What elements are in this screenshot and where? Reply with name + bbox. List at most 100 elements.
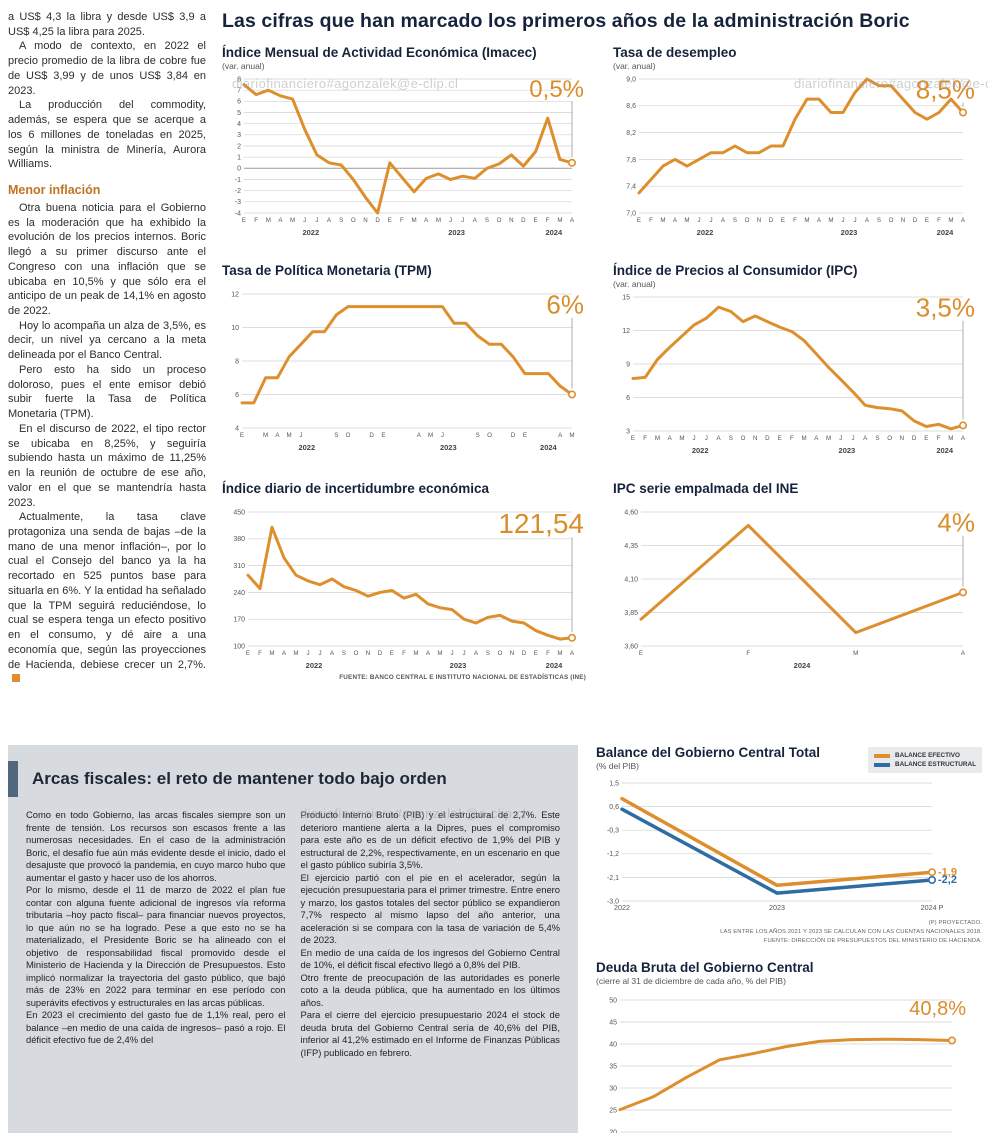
footnote: (P) PROYECTADO. bbox=[928, 920, 982, 927]
svg-text:E: E bbox=[240, 432, 244, 439]
article-paragraph: Actualmente, la tasa clave protagoniza u… bbox=[8, 510, 206, 687]
svg-text:30: 30 bbox=[609, 1086, 617, 1093]
svg-text:9: 9 bbox=[626, 361, 630, 368]
svg-text:F: F bbox=[746, 650, 750, 657]
svg-text:S: S bbox=[877, 217, 881, 224]
chart-legend: BALANCE EFECTIVO BALANCE ESTRUCTURAL bbox=[868, 747, 982, 774]
fiscal-title: Arcas fiscales: el reto de mantener todo… bbox=[32, 769, 447, 789]
svg-text:-1: -1 bbox=[235, 177, 241, 184]
svg-text:S: S bbox=[339, 217, 343, 224]
svg-text:50: 50 bbox=[609, 998, 617, 1005]
svg-text:O: O bbox=[889, 217, 894, 224]
svg-text:2022: 2022 bbox=[692, 446, 709, 455]
svg-text:D: D bbox=[769, 217, 774, 224]
svg-text:F: F bbox=[793, 217, 797, 224]
svg-text:M: M bbox=[290, 217, 295, 224]
svg-text:N: N bbox=[901, 217, 905, 224]
svg-text:4,60: 4,60 bbox=[624, 509, 638, 516]
svg-text:A: A bbox=[282, 650, 287, 657]
svg-text:F: F bbox=[546, 217, 550, 224]
charts-section: Las cifras que han marcado los primeros … bbox=[222, 10, 982, 687]
svg-text:J: J bbox=[461, 217, 464, 224]
fiscal-paragraph: Para el cierre del ejercicio presupuesta… bbox=[300, 1009, 561, 1058]
svg-text:M: M bbox=[948, 435, 953, 442]
chart-desempleo: Tasa de desempleo (var. anual) 9,0 8,6 8,2… bbox=[613, 45, 982, 237]
svg-text:10: 10 bbox=[231, 325, 239, 332]
chart-callout: 3,5% bbox=[916, 293, 975, 323]
chart-svg: 4,60 4,35 4,10 3,85 3,60E F M A 2024 4% bbox=[624, 508, 975, 671]
svg-text:J: J bbox=[462, 650, 465, 657]
svg-text:15: 15 bbox=[622, 294, 630, 301]
svg-text:4: 4 bbox=[237, 121, 241, 128]
svg-text:A: A bbox=[330, 650, 335, 657]
svg-text:380: 380 bbox=[233, 536, 245, 543]
svg-text:7: 7 bbox=[237, 88, 241, 95]
chart-title: Índice de Precios al Consumidor (IPC) bbox=[613, 263, 858, 278]
fiscal-column-2: Producto Interno Bruto (PIB) y el estruc… bbox=[301, 809, 561, 1059]
svg-text:J: J bbox=[709, 217, 712, 224]
svg-text:2022: 2022 bbox=[298, 443, 315, 452]
svg-text:N: N bbox=[363, 217, 367, 224]
svg-text:E: E bbox=[388, 217, 392, 224]
svg-text:A: A bbox=[673, 217, 678, 224]
svg-text:-2,2: -2,2 bbox=[938, 874, 957, 886]
fiscal-paragraph: En 2023 el crecimiento del gasto fue de … bbox=[26, 1009, 286, 1046]
chart-title: IPC serie empalmada del INE bbox=[613, 481, 799, 496]
svg-text:2024: 2024 bbox=[794, 661, 812, 670]
svg-text:F: F bbox=[402, 650, 406, 657]
svg-text:A: A bbox=[474, 650, 479, 657]
svg-text:F: F bbox=[400, 217, 404, 224]
svg-text:E: E bbox=[631, 435, 635, 442]
fiscal-charts: Balance del Gobierno Central Total (% de… bbox=[596, 745, 982, 1133]
balance-footnotes: (P) PROYECTADO. LAS ENTRE LOS AÑOS 2021 … bbox=[596, 919, 982, 946]
fiscal-paragraph: En medio de una caída de los ingresos de… bbox=[300, 946, 561, 971]
svg-text:A: A bbox=[668, 435, 673, 442]
svg-text:D: D bbox=[378, 650, 383, 657]
footnote: FUENTE: DIRECCIÓN DE PRESUPUESTOS DEL MI… bbox=[763, 938, 982, 945]
bottom-section: Arcas fiscales: el reto de mantener todo… bbox=[0, 745, 988, 1133]
top-section: a US$ 4,3 la libra y desde US$ 3,9 a US$… bbox=[8, 10, 982, 687]
chart-title: Tasa de desempleo bbox=[613, 45, 737, 60]
svg-text:M: M bbox=[413, 650, 418, 657]
tpm-line-chart: 12 10 8 6 4 E M A M J S O D E A M J S O D E A M 2022 2023 2024 6% bbox=[222, 288, 591, 453]
chart-title: Deuda Bruta del Gobierno Central bbox=[596, 960, 814, 976]
svg-text:E: E bbox=[246, 650, 250, 657]
svg-text:O: O bbox=[351, 217, 356, 224]
chart-subtitle: (% del PIB) bbox=[596, 761, 639, 772]
legend-label: BALANCE ESTRUCTURAL bbox=[895, 761, 976, 769]
svg-text:A: A bbox=[814, 435, 819, 442]
svg-text:8: 8 bbox=[237, 76, 241, 83]
svg-text:N: N bbox=[510, 650, 514, 657]
svg-text:A: A bbox=[426, 650, 431, 657]
svg-text:E: E bbox=[534, 217, 538, 224]
svg-text:2024: 2024 bbox=[545, 228, 563, 237]
svg-text:9,0: 9,0 bbox=[626, 76, 636, 83]
svg-text:2024: 2024 bbox=[936, 446, 954, 455]
svg-text:8,6: 8,6 bbox=[626, 103, 636, 110]
svg-text:N: N bbox=[366, 650, 370, 657]
chart-title: Tasa de Política Monetaria (TPM) bbox=[222, 263, 432, 278]
svg-text:D: D bbox=[521, 217, 526, 224]
svg-text:E: E bbox=[523, 432, 527, 439]
svg-text:N: N bbox=[900, 435, 904, 442]
svg-text:-3,0: -3,0 bbox=[607, 898, 619, 905]
svg-text:F: F bbox=[254, 217, 258, 224]
fiscal-paragraph: Producto Interno Bruto (PIB) y el estruc… bbox=[300, 809, 561, 871]
svg-text:-1,9: -1,9 bbox=[938, 866, 957, 878]
svg-text:A: A bbox=[717, 435, 722, 442]
svg-text:M: M bbox=[437, 650, 442, 657]
svg-text:A: A bbox=[570, 217, 575, 224]
svg-text:2024 P: 2024 P bbox=[921, 903, 944, 912]
svg-text:4,35: 4,35 bbox=[624, 543, 638, 550]
chart-incertidumbre: Índice diario de incertidumbre económica… bbox=[222, 481, 591, 681]
svg-text:A: A bbox=[417, 432, 422, 439]
chart-callout: 121,54 bbox=[498, 508, 584, 539]
svg-text:2022: 2022 bbox=[302, 228, 319, 237]
svg-text:D: D bbox=[369, 432, 374, 439]
chart-callout: 6% bbox=[546, 290, 584, 320]
svg-text:S: S bbox=[485, 217, 489, 224]
svg-text:M: M bbox=[266, 217, 271, 224]
svg-text:2023: 2023 bbox=[440, 443, 457, 452]
